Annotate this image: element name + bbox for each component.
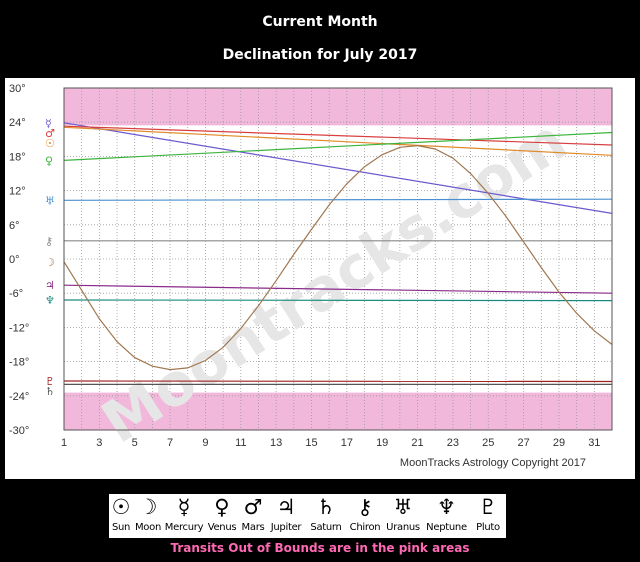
copyright-text: MoonTracks Astrology Copyright 2017	[400, 457, 586, 469]
planet-legend: ☉ Sun ☽ Moon ☿ Mercury ♀ Venus ♂ Mars ♃ Jupiter ♄ Sat…	[109, 494, 506, 538]
legend-label: Neptune	[426, 522, 467, 533]
chart-header-subtitle: Declination for July 2017	[222, 47, 418, 63]
legend-item-chiron: ⚷ Chiron	[347, 494, 383, 538]
neptune-icon: ♆	[437, 495, 456, 519]
legend-label: Chiron	[349, 522, 381, 533]
chart-panel: Moontracks.com 30° 24° 18° 12° 6° 0° -6° -12° -18…	[5, 78, 635, 479]
legend-label: Saturn	[310, 522, 342, 533]
uranus-icon: ♅	[393, 495, 413, 519]
y-tick-label: -12°	[9, 322, 29, 334]
series-line-pluto	[63, 380, 613, 383]
legend-label: Moon	[134, 522, 161, 533]
y-tick-label: -6°	[9, 288, 23, 300]
legend-label: Mercury	[164, 522, 204, 533]
x-tick-label: 27	[517, 437, 529, 449]
planet-marker-mars: ♂	[45, 127, 55, 140]
series-line-mercury	[63, 122, 613, 214]
sun-icon: ☉	[111, 495, 131, 519]
y-tick-label: 12°	[9, 186, 26, 198]
out-of-bounds-band-0	[64, 88, 612, 126]
x-tick-label: 29	[553, 437, 565, 449]
jupiter-icon: ♃	[276, 495, 296, 519]
plot-frame	[63, 87, 613, 431]
planet-marker-jupiter: ♃	[45, 279, 55, 292]
planet-marker-pluto: ♇	[45, 375, 55, 388]
planet-marker-moon: ☽	[45, 256, 55, 269]
x-tick-label: 15	[305, 437, 317, 449]
legend-item-mercury: ☿ Mercury	[163, 494, 205, 538]
legend-item-sun: ☉ Sun	[109, 494, 133, 538]
chiron-icon: ⚷	[357, 495, 373, 519]
declination-chart: Moontracks.com30°24°18°12°6°0°-6°-12°-18…	[9, 83, 613, 469]
x-tick-label: 11	[235, 437, 246, 449]
legend-label: Pluto	[476, 522, 500, 533]
x-tick-label: 3	[96, 437, 102, 449]
series-line-venus	[63, 131, 613, 161]
x-tick-label: 25	[482, 437, 494, 449]
pluto-icon: ♇	[478, 495, 498, 519]
legend-item-mars: ♂ Mars	[239, 494, 267, 538]
x-tick-label: 21	[411, 437, 423, 449]
planet-marker-chiron: ⚷	[45, 235, 53, 248]
series-line-jupiter	[63, 284, 613, 294]
x-tick-label: 5	[132, 437, 138, 449]
out-of-bounds-note: Transits Out of Bounds are in the pink a…	[170, 541, 470, 555]
series-line-sun	[63, 126, 613, 156]
legend-label: Sun	[111, 522, 131, 533]
planet-marker-sun: ☉	[45, 137, 55, 150]
planet-marker-saturn: ♄	[45, 385, 55, 398]
legend-item-pluto: ♇ Pluto	[470, 494, 506, 538]
legend-item-jupiter: ♃ Jupiter	[267, 494, 305, 538]
legend-label: Mars	[241, 522, 265, 533]
y-tick-label: 24°	[9, 117, 26, 129]
series-line-uranus	[63, 198, 613, 201]
x-tick-label: 17	[341, 437, 353, 449]
legend-label: Venus	[207, 522, 237, 533]
x-tick-label: 31	[588, 437, 600, 449]
y-tick-label: -24°	[9, 391, 29, 403]
out-of-bounds-band-1	[64, 392, 612, 430]
chart-header-title: Current Month	[262, 14, 378, 30]
series-line-mars	[63, 125, 613, 146]
legend-label: Jupiter	[270, 522, 302, 533]
legend-item-moon: ☽ Moon	[133, 494, 163, 538]
legend-item-neptune: ♆ Neptune	[423, 494, 470, 538]
x-tick-label: 23	[447, 437, 459, 449]
planet-marker-uranus: ♅	[45, 194, 55, 207]
saturn-icon: ♄	[316, 495, 336, 519]
y-tick-label: 0°	[9, 254, 20, 266]
series-line-neptune	[63, 299, 613, 302]
x-tick-label: 13	[270, 437, 282, 449]
x-tick-label: 9	[202, 437, 208, 449]
y-tick-label: 30°	[9, 83, 26, 95]
legend-item-uranus: ♅ Uranus	[383, 494, 423, 538]
legend-label: Uranus	[386, 522, 420, 533]
planet-marker-mercury: ☿	[45, 117, 52, 130]
x-tick-label: 19	[376, 437, 388, 449]
y-tick-label: 18°	[9, 151, 26, 163]
x-tick-label: 1	[61, 437, 67, 449]
planet-marker-venus: ♀	[45, 154, 53, 167]
venus-icon: ♀	[214, 495, 230, 519]
series-line-moon	[63, 144, 613, 371]
y-tick-label: -18°	[9, 357, 29, 369]
x-tick-label: 7	[167, 437, 173, 449]
legend-item-venus: ♀ Venus	[205, 494, 239, 538]
planet-marker-neptune: ♆	[45, 294, 55, 307]
legend-item-saturn: ♄ Saturn	[305, 494, 347, 538]
y-tick-label: 6°	[9, 220, 20, 232]
y-tick-label: -30°	[9, 425, 29, 437]
mars-icon: ♂	[243, 495, 263, 519]
moon-icon: ☽	[138, 495, 158, 519]
mercury-icon: ☿	[177, 495, 191, 519]
